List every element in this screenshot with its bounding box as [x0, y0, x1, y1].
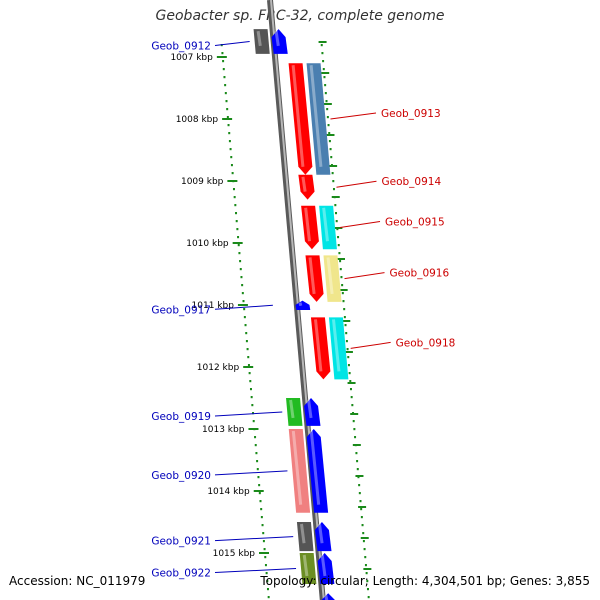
geob_0921-gene-body	[314, 522, 332, 552]
gene-callout-line	[214, 470, 288, 476]
geob_0922-cog-sheen	[302, 554, 309, 577]
geob_0919-gene-body	[304, 398, 321, 426]
geob_0918-gene-sheen	[313, 319, 323, 372]
scale-tick-label: 1007 kbp	[170, 53, 213, 63]
geob_0921-cog[interactable]	[296, 522, 314, 552]
geob_0915-gene[interactable]	[301, 205, 319, 250]
gene-11-gene[interactable]	[321, 593, 336, 600]
geob_0917-gene[interactable]	[295, 300, 311, 310]
geob_0918-cog-sheen	[331, 319, 341, 372]
gene-callout-line	[344, 272, 385, 280]
geob_0922-gene-body	[317, 553, 335, 584]
gene-label[interactable]: Geob_0921	[151, 536, 211, 548]
geob_0918-gene-body	[310, 317, 331, 380]
geob_0919-cog[interactable]	[286, 398, 303, 426]
gene-callout-line	[214, 411, 283, 417]
gene-label[interactable]: Geob_0912	[151, 41, 211, 53]
geob_0912-gene-sheen	[274, 30, 280, 47]
geob_0916-gene-sheen	[308, 257, 316, 295]
genome-info-text: Topology: circular; Length: 4,304,501 bp…	[260, 574, 590, 588]
gene-callout-line	[339, 221, 381, 228]
scale-tick-label: 1014 kbp	[207, 487, 250, 497]
geob_0919-cog-sheen	[289, 399, 295, 419]
geob_0913-cog-sheen	[309, 65, 323, 167]
gene-callout-line	[214, 536, 294, 542]
geob_0912-gene-body	[271, 29, 288, 54]
scale-tick-label: 1013 kbp	[202, 425, 245, 435]
gene-callout-line	[214, 568, 297, 573]
scale-tick-label: 1009 kbp	[181, 177, 224, 187]
gene-label[interactable]: Geob_0922	[151, 568, 211, 580]
geob_0915-gene-body	[301, 205, 319, 250]
geob_0919-cog-body	[286, 398, 303, 426]
scale-tick-label: 1012 kbp	[197, 363, 240, 373]
gene-label[interactable]: Geob_0918	[396, 337, 456, 349]
accession-text: Accession: NC_011979	[9, 574, 146, 588]
geob_0916-cog-body	[323, 255, 342, 302]
scale-tick-label: 1011 kbp	[192, 301, 235, 311]
page-title: Geobacter sp. FRC-32, complete genome	[155, 8, 445, 24]
geob_0915-gene-sheen	[304, 207, 311, 242]
geob_0915-cog[interactable]	[319, 205, 337, 250]
gene-11-gene-body	[321, 593, 335, 600]
gene-callout-line	[350, 341, 391, 349]
gene-label[interactable]: Geob_0915	[385, 217, 445, 229]
geob_0918-cog[interactable]	[328, 317, 349, 380]
geob_0913-gene-sheen	[291, 65, 305, 167]
scale-tick-label: 1010 kbp	[186, 239, 229, 249]
gene-11-gene-sheen	[324, 594, 329, 600]
gene-label[interactable]: Geob_0916	[390, 268, 450, 280]
geob_0918-cog-body	[328, 317, 349, 380]
geob_0913-cog-body	[306, 63, 331, 175]
geob_0917-gene-body	[295, 300, 311, 310]
geob_0916-gene-body	[305, 255, 324, 302]
geob_0918-gene[interactable]	[310, 317, 331, 380]
geob_0913-gene-body	[288, 63, 313, 175]
geob_0912-gene[interactable]	[271, 29, 288, 54]
gene-label[interactable]: Geob_0914	[381, 176, 441, 188]
geob_0921-cog-body	[296, 522, 314, 552]
geob_0922-gene[interactable]	[317, 553, 335, 584]
geob_0922-cog[interactable]	[299, 553, 317, 584]
geob_0912-cog[interactable]	[253, 29, 270, 54]
gene-label[interactable]: Geob_0913	[381, 108, 441, 120]
geob_0920-gene[interactable]	[306, 429, 329, 513]
geob_0913-gene[interactable]	[288, 63, 313, 175]
gene-label[interactable]: Geob_0917	[151, 304, 211, 316]
geob_0915-cog-sheen	[322, 207, 329, 242]
gene-callout-line	[214, 304, 273, 310]
geob_0913-cog[interactable]	[306, 63, 331, 175]
geob_0919-gene-sheen	[307, 399, 313, 419]
scale-tick-label: 1008 kbp	[176, 115, 219, 125]
geob_0914-gene-body	[298, 174, 315, 200]
geob_0920-cog-sheen	[291, 430, 303, 505]
scale-tick-label: 1015 kbp	[213, 549, 256, 559]
geob_0919-gene[interactable]	[304, 398, 321, 426]
geob_0916-cog-sheen	[326, 257, 334, 295]
geob_0920-cog-body	[288, 429, 311, 513]
gene-callout-line	[336, 180, 377, 188]
geob_0921-gene-sheen	[317, 523, 324, 544]
geob_0920-gene-body	[306, 429, 329, 513]
gene-label[interactable]: Geob_0919	[151, 411, 211, 423]
geob_0920-gene-sheen	[309, 430, 321, 505]
geob_0916-cog[interactable]	[323, 255, 342, 302]
geob_0917-gene-sheen	[298, 302, 303, 307]
gene-callout-line	[330, 112, 377, 120]
geob_0920-cog[interactable]	[288, 429, 311, 513]
gene-label[interactable]: Geob_0920	[151, 470, 211, 482]
geob_0912-cog-sheen	[256, 30, 262, 47]
geob_0915-cog-body	[319, 205, 337, 250]
geob_0914-gene[interactable]	[298, 174, 315, 200]
geob_0922-cog-body	[299, 553, 317, 584]
geob_0916-gene[interactable]	[305, 255, 324, 302]
geob_0921-gene[interactable]	[314, 522, 332, 552]
geob_0912-cog-body	[253, 29, 270, 54]
gene-callout-line	[214, 41, 250, 46]
geob_0921-cog-sheen	[299, 523, 306, 544]
geob_0922-gene-sheen	[320, 554, 327, 577]
geob_0914-gene-sheen	[301, 176, 307, 192]
